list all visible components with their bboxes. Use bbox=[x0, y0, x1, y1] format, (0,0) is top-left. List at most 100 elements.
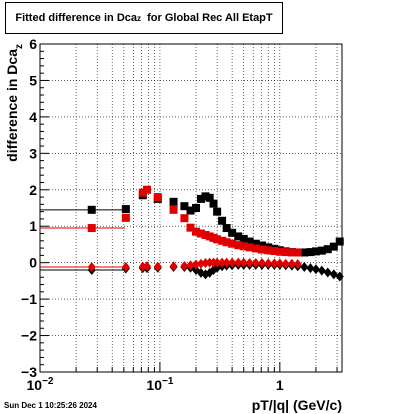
series-1-square-point bbox=[186, 223, 195, 232]
series-1-square-point bbox=[270, 247, 279, 256]
chart-title-suffix: for Global Rec All EtapT bbox=[147, 12, 273, 24]
series-1-square-point bbox=[201, 230, 210, 239]
series-1-square-point bbox=[245, 243, 254, 252]
chart-title-prefix: Fitted difference in Dca bbox=[15, 12, 137, 24]
y-tick-label: 6 bbox=[29, 36, 37, 52]
series-3-diamond-point bbox=[257, 258, 266, 269]
series-1-square-point bbox=[257, 245, 266, 254]
series-3-diamond-point bbox=[234, 257, 243, 268]
series-0-square-point bbox=[205, 193, 214, 202]
series-0-square-point bbox=[186, 206, 195, 215]
series-1-square-point bbox=[264, 246, 273, 255]
series-1-square-point bbox=[87, 224, 96, 233]
series-0-square-point bbox=[335, 237, 344, 246]
series-3-diamond-point bbox=[142, 261, 151, 272]
y-tick-label: −1 bbox=[21, 291, 37, 307]
series-0-square-point bbox=[121, 205, 130, 214]
series-3-diamond-point bbox=[228, 257, 237, 268]
series-0-square-point bbox=[222, 224, 231, 233]
series-3-diamond-point bbox=[264, 258, 273, 269]
series-1-square-point bbox=[228, 239, 237, 248]
plot-area bbox=[39, 43, 343, 373]
series-0-square-point bbox=[213, 207, 222, 216]
series-2-diamond-point bbox=[329, 269, 338, 280]
series-0-square-point bbox=[218, 216, 227, 225]
series-1-square-point bbox=[275, 247, 284, 256]
series-2-diamond-point bbox=[317, 265, 326, 276]
series-0-square-point bbox=[87, 205, 96, 214]
y-tick-label: 3 bbox=[29, 145, 37, 161]
series-3-diamond-point bbox=[270, 258, 279, 269]
series-0-square-point bbox=[323, 245, 332, 254]
axis-labels: −3 −2 −1 0 1 2 3 4 5 6 10−2 10−1 1 pT/|q| (GeV/c) diff… bbox=[4, 36, 342, 413]
series-3-diamond-point bbox=[245, 258, 254, 269]
series-2-diamond-point bbox=[300, 262, 309, 273]
series-1-square-point bbox=[293, 248, 302, 257]
series-3-diamond-point bbox=[186, 260, 195, 271]
series-0-square-point bbox=[239, 234, 248, 243]
series-0-square-point bbox=[257, 241, 266, 250]
series-3-diamond-point bbox=[222, 257, 231, 268]
series-1-square-point bbox=[213, 235, 222, 244]
series-0-square-point bbox=[234, 232, 243, 241]
series-3-diamond-point bbox=[192, 259, 201, 270]
timestamp: Sun Dec 1 10:25:26 2024 bbox=[4, 401, 97, 410]
series-3-diamond-point bbox=[180, 260, 189, 271]
series-1-square-point bbox=[281, 248, 290, 257]
series-3-diamond-point bbox=[275, 258, 284, 269]
y-tick-label: −3 bbox=[21, 364, 37, 380]
y-tick-label: 1 bbox=[29, 218, 37, 234]
series-0-square-point bbox=[306, 248, 315, 257]
y-axis-label-subscript: z bbox=[14, 44, 25, 49]
series-3-diamond-point bbox=[287, 258, 296, 269]
series-2-diamond-point bbox=[335, 271, 344, 282]
series-3-diamond-point bbox=[87, 262, 96, 273]
series-1-square-point bbox=[251, 244, 260, 253]
series-1-square-point bbox=[192, 227, 201, 236]
series-3-diamond-point bbox=[121, 262, 130, 273]
series-0-square-point bbox=[311, 247, 320, 256]
series-0-square-point bbox=[192, 204, 201, 212]
series-0-square-point bbox=[196, 194, 205, 203]
series-0-square-point bbox=[209, 199, 218, 208]
x-tick-exponent: −2 bbox=[42, 376, 54, 387]
series-0-square-point bbox=[300, 248, 309, 257]
x-tick-label: 10−1 bbox=[146, 376, 173, 393]
series-1-square-point bbox=[153, 193, 162, 202]
x-tick-label: 10−2 bbox=[27, 376, 54, 393]
series-1-square-point bbox=[222, 238, 231, 247]
grid bbox=[39, 43, 342, 373]
series-0-square-point bbox=[317, 246, 326, 255]
error-bars bbox=[40, 209, 125, 271]
y-tick-label: 4 bbox=[29, 109, 37, 125]
series-0-square-point bbox=[329, 242, 338, 251]
series-1-square-point bbox=[196, 229, 205, 238]
series-1-square-point bbox=[180, 214, 189, 223]
y-tick-label: 5 bbox=[29, 72, 37, 88]
series-3-diamond-point bbox=[281, 258, 290, 269]
series-3-diamond-point bbox=[239, 257, 248, 268]
series-1-square-point bbox=[121, 213, 130, 222]
series-2-diamond-point bbox=[311, 264, 320, 275]
series-0-square-point bbox=[245, 237, 254, 246]
series-0-square-point bbox=[169, 197, 178, 206]
series-2-diamond-point bbox=[323, 267, 332, 278]
chart-title-subscript: z bbox=[137, 13, 141, 23]
x-tick-exponent: −1 bbox=[162, 376, 174, 387]
series-3-diamond-point bbox=[213, 257, 222, 268]
series-3-diamond-point bbox=[218, 257, 227, 268]
series-3-diamond-point bbox=[293, 259, 302, 270]
chart-title: Fitted difference in Dca z for Global Rec… bbox=[6, 3, 282, 33]
series-1-square-point bbox=[239, 242, 248, 251]
title-box: Fitted difference in Dca z for Global Rec… bbox=[5, 2, 283, 34]
series-2-diamond-point bbox=[306, 263, 315, 274]
series-3-diamond-point bbox=[153, 261, 162, 272]
series-0-square-point bbox=[228, 228, 237, 237]
x-tick-label: 1 bbox=[276, 377, 284, 393]
series-0-square-point bbox=[180, 202, 189, 211]
y-tick-label: 0 bbox=[29, 255, 37, 271]
plot-frame bbox=[39, 43, 343, 373]
y-axis-label: difference in Dcaz bbox=[4, 44, 25, 162]
x-axis-label: pT/|q| (GeV/c) bbox=[252, 397, 342, 413]
